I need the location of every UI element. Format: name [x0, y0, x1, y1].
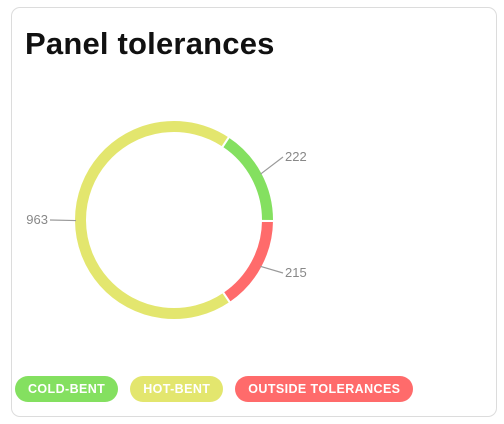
- data-label-hot-bent: 963: [26, 212, 48, 227]
- donut-data-labels: 222 963 215: [26, 149, 306, 280]
- chart-card: Panel tolerances: [11, 7, 497, 417]
- data-label-cold-bent: 222: [285, 149, 307, 164]
- donut-slices: [73, 119, 276, 321]
- legend-item-cold-bent[interactable]: COLD-BENT: [15, 376, 119, 402]
- leader-line-cold-bent: [260, 156, 284, 175]
- donut-slice-outside-tolerances[interactable]: [221, 219, 276, 305]
- legend: COLD-BENT HOT-BENT OUTSIDE TOLERANCES: [15, 376, 414, 402]
- chart-title: Panel tolerances: [25, 26, 275, 61]
- leader-line-hot-bent: [49, 219, 77, 222]
- donut-slice-cold-bent[interactable]: [220, 135, 275, 223]
- donut-leader-lines: [49, 156, 284, 274]
- legend-item-outside-tolerances[interactable]: OUTSIDE TOLERANCES: [235, 376, 414, 402]
- legend-item-hot-bent[interactable]: HOT-BENT: [130, 376, 224, 402]
- data-label-outside-tolerances: 215: [285, 265, 307, 280]
- leader-line-outside-tolerances: [260, 265, 284, 274]
- donut-slice-hot-bent[interactable]: [73, 119, 232, 321]
